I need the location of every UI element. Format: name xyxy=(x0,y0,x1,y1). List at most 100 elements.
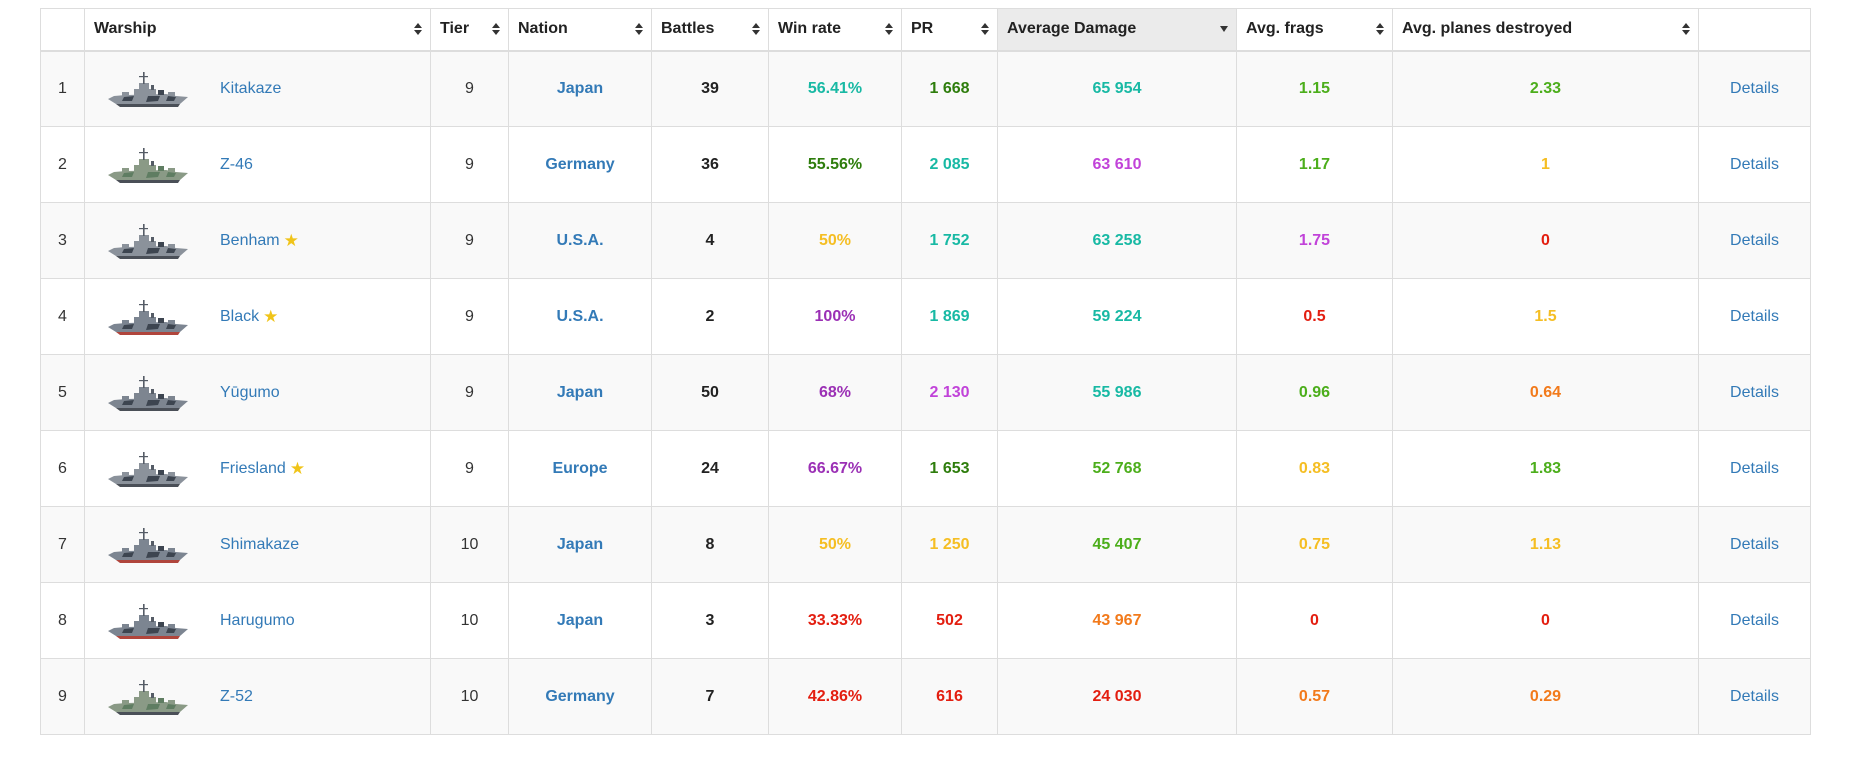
nation-column-header-label: Nation xyxy=(518,20,568,38)
sort-icon[interactable] xyxy=(885,23,893,36)
nation-cell: U.S.A. xyxy=(508,202,652,279)
ship-image xyxy=(106,63,190,115)
details-link[interactable]: Details xyxy=(1730,307,1779,325)
table-row: 3 Benham ★ 9 U.S.A. 4 50% 1 752 63 258 1.75 0 Detai… xyxy=(40,202,1811,279)
average-damage-cell: 63 610 xyxy=(997,126,1237,203)
warship-cell: Benham ★ xyxy=(84,202,431,279)
table-row: 5 Yūgumo 9 Japan 50 68% 2 130 55 986 0.96 0.64 Det… xyxy=(40,354,1811,431)
details-cell: Details xyxy=(1698,354,1811,431)
ship-name-link[interactable]: Z-52 xyxy=(220,687,253,705)
warship-info: Kitakaze xyxy=(94,63,421,115)
ship-name-link[interactable]: Yūgumo xyxy=(220,383,280,401)
details-link[interactable]: Details xyxy=(1730,155,1779,173)
ship-name-link[interactable]: Black xyxy=(220,307,260,325)
nation-cell: Germany xyxy=(508,658,652,735)
avg-planes-destroyed-cell: 0 xyxy=(1392,582,1699,659)
winrate-cell: 55.56% xyxy=(768,126,902,203)
ship-name-link[interactable]: Shimakaze xyxy=(220,535,300,553)
tier-column-header[interactable]: Tier xyxy=(430,8,509,52)
details-column-header xyxy=(1698,8,1811,52)
details-cell: Details xyxy=(1698,582,1811,659)
ship-image xyxy=(106,443,190,495)
battles-column-header[interactable]: Battles xyxy=(651,8,769,52)
tier-cell: 9 xyxy=(430,126,509,203)
warship-info: Z-46 xyxy=(94,139,421,191)
pr-column-header[interactable]: PR xyxy=(901,8,998,52)
details-link[interactable]: Details xyxy=(1730,687,1779,705)
nation-cell: U.S.A. xyxy=(508,278,652,355)
nation-cell: Japan xyxy=(508,354,652,431)
avg-frags-cell: 0.96 xyxy=(1236,354,1393,431)
sort-icon[interactable] xyxy=(981,23,989,36)
warship-cell: Yūgumo xyxy=(84,354,431,431)
details-link[interactable]: Details xyxy=(1730,535,1779,553)
details-link[interactable]: Details xyxy=(1730,383,1779,401)
warship-info: Z-52 xyxy=(94,671,421,723)
row-rank: 4 xyxy=(40,278,85,355)
battles-cell: 2 xyxy=(651,278,769,355)
details-cell: Details xyxy=(1698,506,1811,583)
table-row: 8 Harugumo 10 Japan 3 33.33% 502 43 967 0 0 Detail… xyxy=(40,582,1811,659)
nation-cell: Japan xyxy=(508,582,652,659)
average-damage-cell: 65 954 xyxy=(997,50,1237,127)
ship-image xyxy=(106,139,190,191)
ship-name-link[interactable]: Benham xyxy=(220,231,280,249)
average-damage-column-header-label: Average Damage xyxy=(1007,20,1137,38)
table-row: 7 Shimakaze 10 Japan 8 50% 1 250 45 407 0.75 1.13… xyxy=(40,506,1811,583)
ship-image xyxy=(106,595,190,647)
tier-cell: 9 xyxy=(430,50,509,127)
sort-icon[interactable] xyxy=(492,23,500,36)
sort-descending-icon[interactable] xyxy=(1220,26,1228,33)
details-cell: Details xyxy=(1698,202,1811,279)
warship-cell: Friesland ★ xyxy=(84,430,431,507)
row-rank: 2 xyxy=(40,126,85,203)
tier-cell: 9 xyxy=(430,354,509,431)
avg-planes-destroyed-cell: 1.83 xyxy=(1392,430,1699,507)
nation-column-header[interactable]: Nation xyxy=(508,8,652,52)
sort-icon[interactable] xyxy=(1682,23,1690,36)
ship-image xyxy=(106,671,190,723)
details-link[interactable]: Details xyxy=(1730,611,1779,629)
tier-cell: 9 xyxy=(430,202,509,279)
sort-icon[interactable] xyxy=(414,23,422,36)
avg-frags-column-header[interactable]: Avg. frags xyxy=(1236,8,1393,52)
avg-planes-destroyed-cell: 1 xyxy=(1392,126,1699,203)
average-damage-column-header[interactable]: Average Damage xyxy=(997,8,1237,52)
nation-cell: Germany xyxy=(508,126,652,203)
warship-column-header[interactable]: Warship xyxy=(84,8,431,52)
pr-cell: 1 752 xyxy=(901,202,998,279)
warship-info: Yūgumo xyxy=(94,367,421,419)
ship-name-link[interactable]: Kitakaze xyxy=(220,79,282,97)
average-damage-cell: 63 258 xyxy=(997,202,1237,279)
winrate-cell: 66.67% xyxy=(768,430,902,507)
details-link[interactable]: Details xyxy=(1730,231,1779,249)
tier-cell: 10 xyxy=(430,582,509,659)
ship-name-link[interactable]: Harugumo xyxy=(220,611,295,629)
warships-stats-table: Warship Tier Nation Battles Win rate PR Averag… xyxy=(40,8,1811,735)
sort-icon[interactable] xyxy=(635,23,643,36)
pr-column-header-label: PR xyxy=(911,20,934,38)
row-rank: 8 xyxy=(40,582,85,659)
ship-name-link[interactable]: Friesland xyxy=(220,459,286,477)
tier-cell: 10 xyxy=(430,658,509,735)
sort-icon[interactable] xyxy=(752,23,760,36)
row-rank: 1 xyxy=(40,50,85,127)
tier-cell: 9 xyxy=(430,430,509,507)
tier-cell: 10 xyxy=(430,506,509,583)
warship-info: Black ★ xyxy=(94,291,421,343)
table-header: Warship Tier Nation Battles Win rate PR Averag… xyxy=(40,8,1811,52)
tier-cell: 9 xyxy=(430,278,509,355)
avg-planes-destroyed-column-header-label: Avg. planes destroyed xyxy=(1402,20,1573,38)
details-link[interactable]: Details xyxy=(1730,79,1779,97)
average-damage-cell: 52 768 xyxy=(997,430,1237,507)
details-link[interactable]: Details xyxy=(1730,459,1779,477)
average-damage-cell: 43 967 xyxy=(997,582,1237,659)
table-row: 4 Black ★ 9 U.S.A. 2 100% 1 869 59 224 0.5 1.5 Deta… xyxy=(40,278,1811,355)
avg-planes-destroyed-column-header[interactable]: Avg. planes destroyed xyxy=(1392,8,1699,52)
rank-column-header xyxy=(40,8,85,52)
winrate-column-header[interactable]: Win rate xyxy=(768,8,902,52)
ship-name-link[interactable]: Z-46 xyxy=(220,155,253,173)
warship-cell: Z-46 xyxy=(84,126,431,203)
winrate-cell: 50% xyxy=(768,202,902,279)
sort-icon[interactable] xyxy=(1376,23,1384,36)
